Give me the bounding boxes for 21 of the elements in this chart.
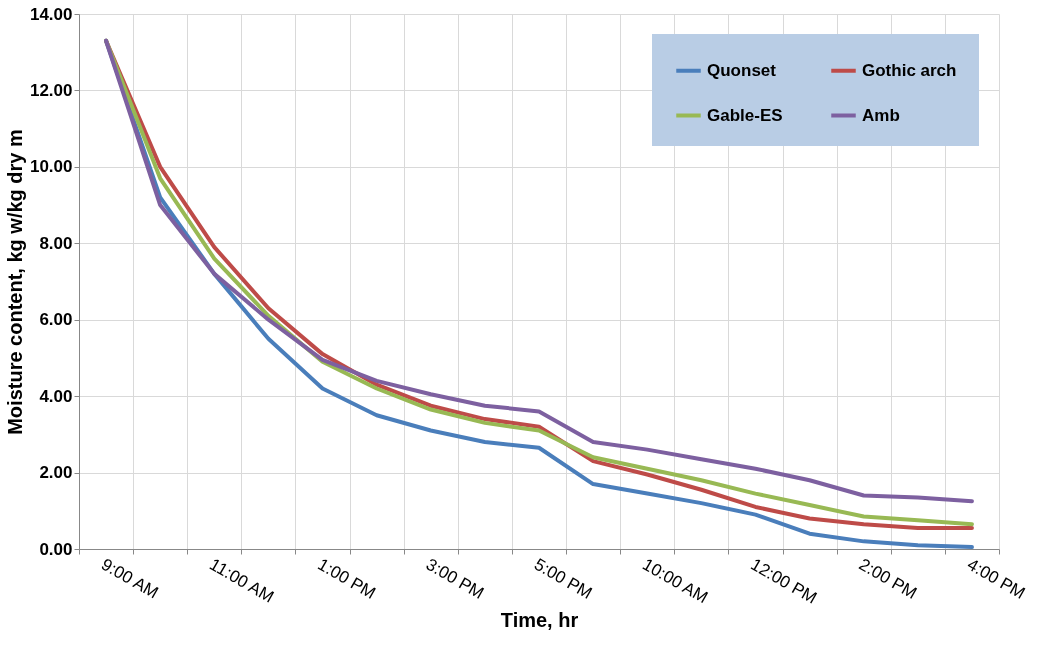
legend-label: Gothic arch <box>862 60 957 80</box>
legend-label: Quonset <box>707 60 777 80</box>
y-tick-label: 12.00 <box>29 80 73 100</box>
x-axis-title: Time, hr <box>500 608 579 631</box>
y-tick-label: 2.00 <box>39 463 73 483</box>
x-tick-label: 5:00 PM <box>531 554 596 603</box>
x-tick-label: 1:00 PM <box>314 554 379 603</box>
y-tick-label: 4.00 <box>39 386 73 406</box>
x-tick-label: 9:00 AM <box>98 554 162 603</box>
x-tick-label: 3:00 PM <box>422 554 488 603</box>
legend-label: Amb <box>862 105 900 125</box>
y-tick-label: 6.00 <box>39 310 73 330</box>
x-tick-label: 4:00 PM <box>963 554 1029 603</box>
x-tick-label: 11:00 AM <box>206 554 277 607</box>
y-tick-label: 10.00 <box>29 157 73 177</box>
y-tick-label: 8.00 <box>39 233 73 253</box>
y-tick-label: 14.00 <box>29 4 73 24</box>
y-tick-label: 0.00 <box>39 539 73 559</box>
y-axis-title: Moisture content, kg w/kg dry m <box>3 129 26 435</box>
legend-label: Gable-ES <box>707 105 783 125</box>
x-tick-label: 2:00 PM <box>855 554 921 603</box>
